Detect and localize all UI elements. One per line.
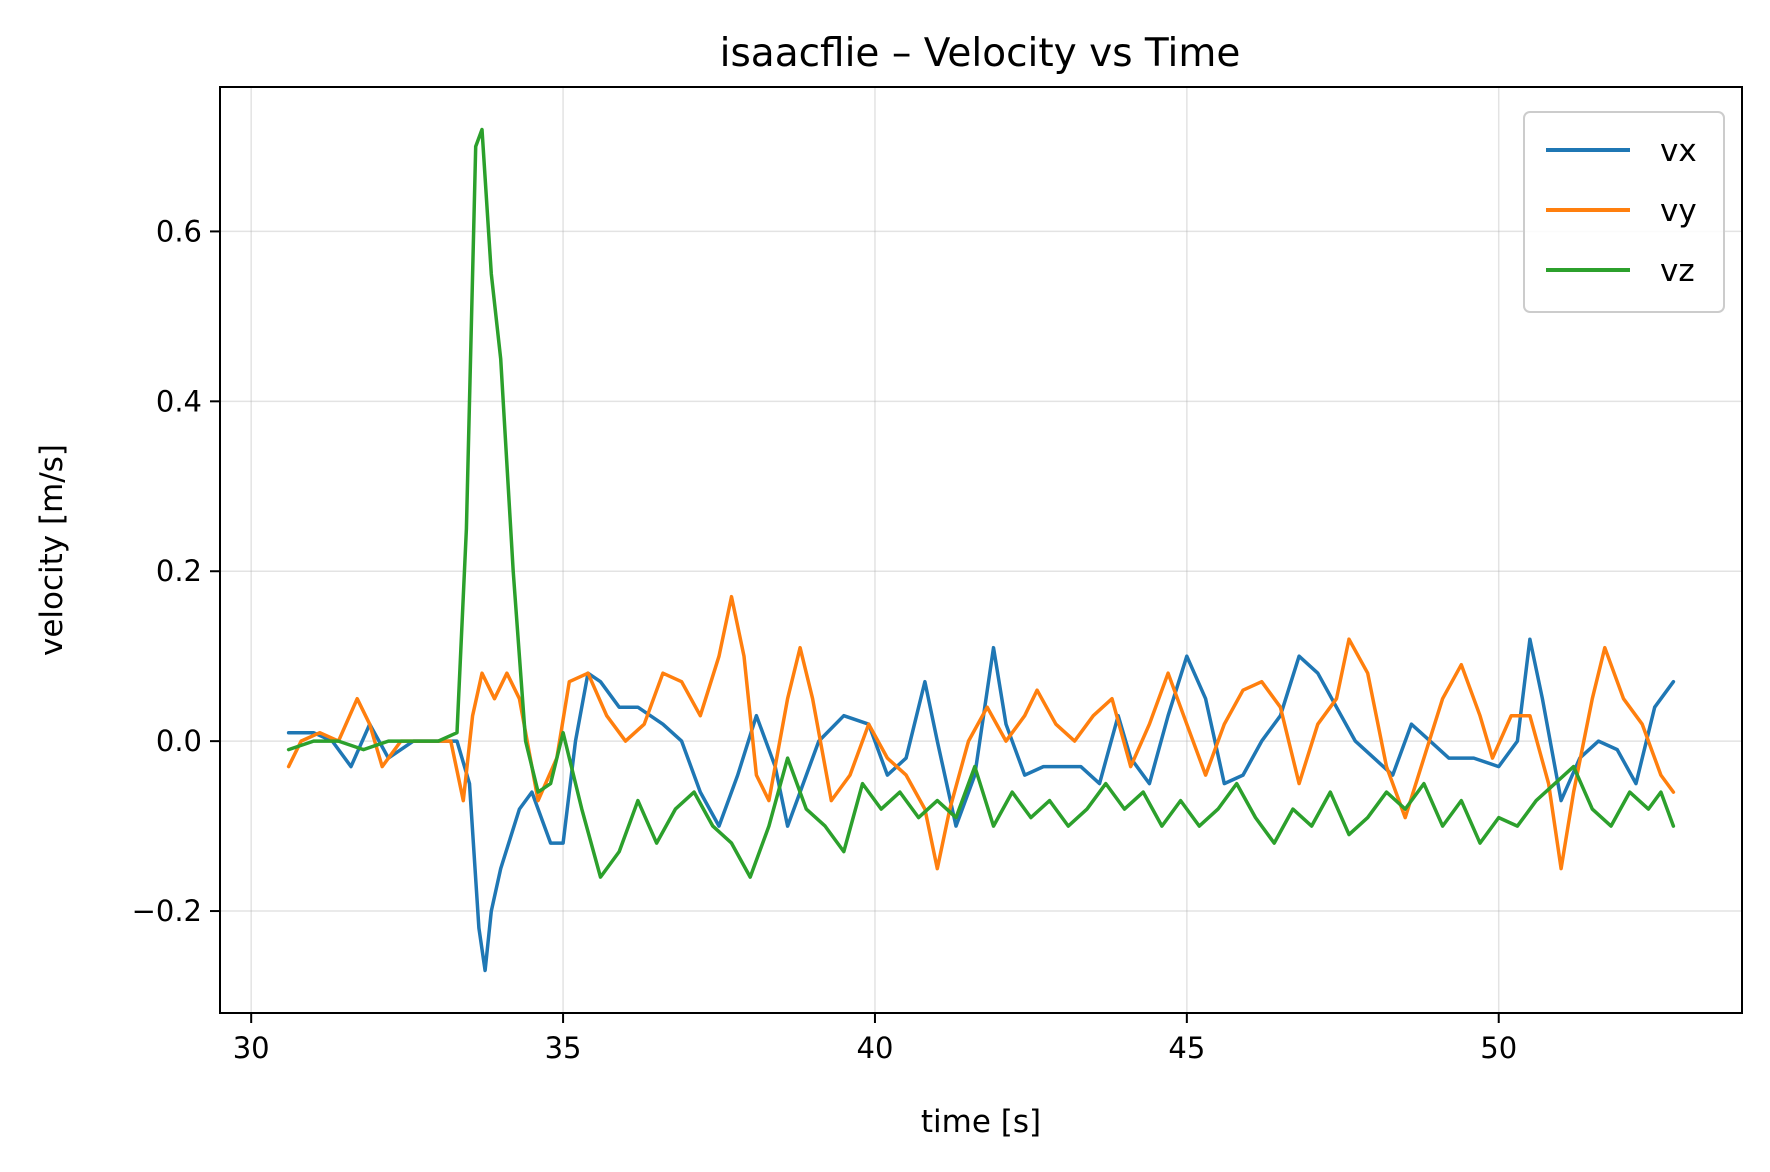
x-tick-label: 45 <box>1168 1031 1205 1065</box>
legend: vx vy vz <box>1523 111 1725 313</box>
series-line-vy <box>286 594 1676 871</box>
plot-frame <box>219 86 1743 1014</box>
x-axis-label: time [s] <box>921 1104 1041 1140</box>
legend-label-vy: vy <box>1660 193 1697 229</box>
series-line-vz <box>286 127 1676 879</box>
y-tick-label: 0.4 <box>156 384 202 418</box>
legend-label-vz: vz <box>1660 253 1695 289</box>
y-tick-label: 0.6 <box>156 214 202 248</box>
x-tick-label: 30 <box>233 1031 270 1065</box>
series-lines <box>286 127 1676 973</box>
legend-label-vx: vx <box>1660 133 1697 169</box>
y-tick-label: −0.2 <box>132 894 202 928</box>
grid <box>220 87 1742 1013</box>
x-tick-label: 40 <box>857 1031 894 1065</box>
chart-title: isaacflie – Velocity vs Time <box>720 31 1241 76</box>
x-tick-label: 35 <box>545 1031 582 1065</box>
y-tick-label: 0.2 <box>156 554 202 588</box>
y-axis-ticks: −0.2 0.0 0.2 0.4 0.6 <box>132 214 220 928</box>
y-tick-label: 0.0 <box>156 724 202 758</box>
x-tick-label: 50 <box>1480 1031 1517 1065</box>
x-axis-ticks: 30 35 40 45 50 <box>233 1013 1517 1065</box>
y-axis-label: velocity [m/s] <box>34 444 70 656</box>
